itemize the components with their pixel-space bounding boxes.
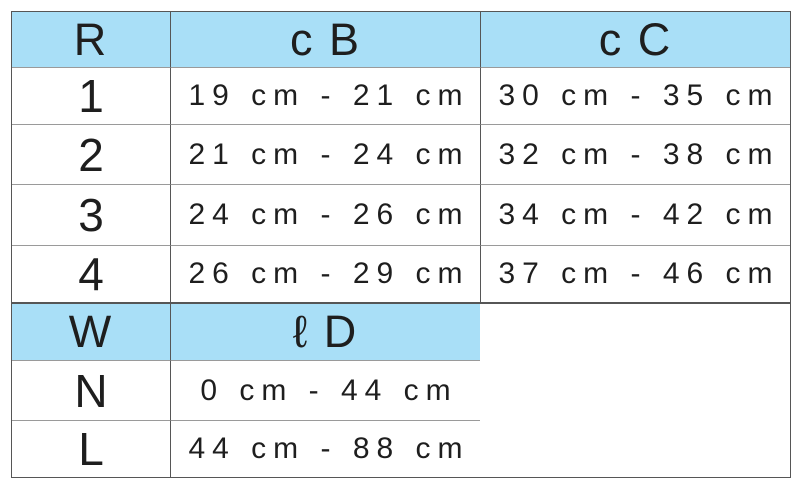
ld-range-width-l: 44 cm - 88 cm [170,420,480,477]
column-header-ld: ℓ D [170,304,480,360]
size-table-top: R c B c C 1 19 cm - 21 cm 30 cm - 35 cm … [11,11,791,303]
cb-range-size-4: 26 cm - 29 cm [170,245,480,302]
row-label-size-2: 2 [12,124,170,184]
row-label-size-4: 4 [12,245,170,302]
column-header-r: R [12,12,170,67]
size-chart: R c B c C 1 19 cm - 21 cm 30 cm - 35 cm … [11,11,791,478]
cb-range-size-3: 24 cm - 26 cm [170,184,480,245]
column-header-cb: c B [170,12,480,67]
ld-range-width-n: 0 cm - 44 cm [170,360,480,420]
column-header-cc: c C [480,12,790,67]
cc-range-size-4: 37 cm - 46 cm [480,245,790,302]
size-table-bottom: W ℓ D N 0 cm - 44 cm L 44 cm - 88 cm [11,303,791,478]
row-label-width-l: L [12,420,170,477]
column-header-w: W [12,304,170,360]
cc-range-size-3: 34 cm - 42 cm [480,184,790,245]
row-label-width-n: N [12,360,170,420]
cc-range-size-2: 32 cm - 38 cm [480,124,790,184]
cb-range-size-1: 19 cm - 21 cm [170,67,480,124]
cc-range-size-1: 30 cm - 35 cm [480,67,790,124]
cb-range-size-2: 21 cm - 24 cm [170,124,480,184]
row-label-size-3: 3 [12,184,170,245]
row-label-size-1: 1 [12,67,170,124]
